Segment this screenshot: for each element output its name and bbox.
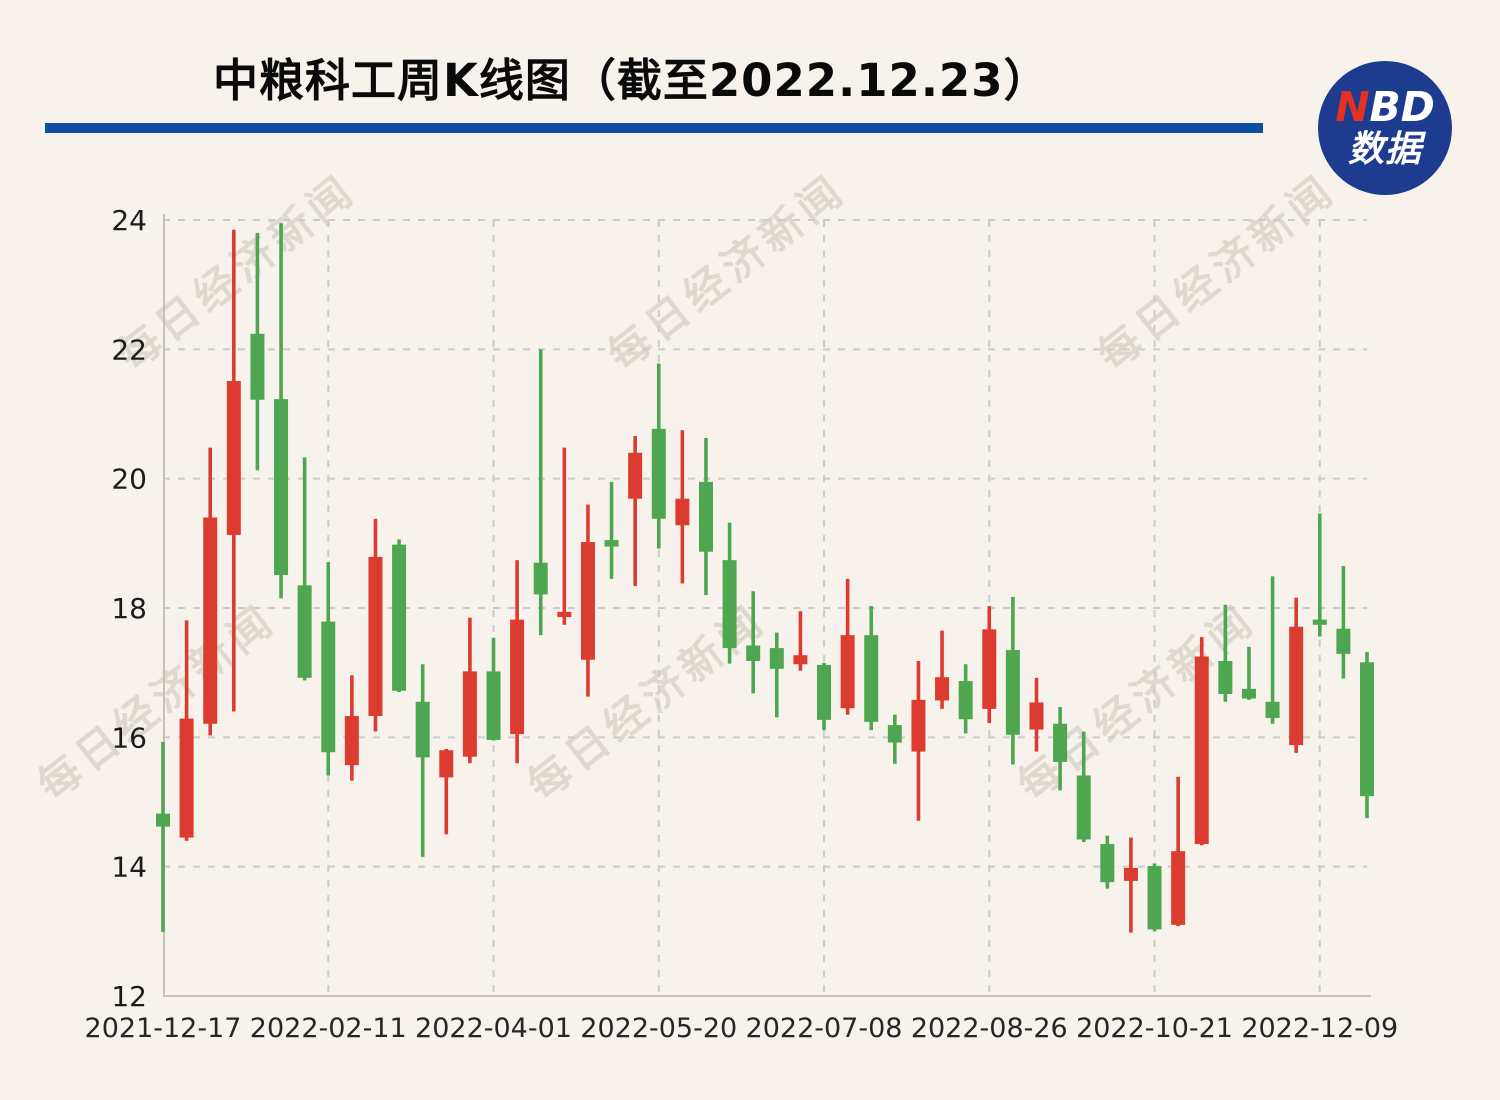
- candle-body: [1312, 619, 1327, 625]
- candle-body: [1289, 626, 1304, 746]
- candle-body: [297, 585, 312, 678]
- candle-body: [746, 645, 761, 662]
- candle-body: [439, 750, 454, 778]
- candle-wick: [1223, 604, 1228, 702]
- x-axis-label: 2022-02-11: [250, 1013, 407, 1044]
- candle-body: [651, 428, 666, 519]
- candle-wick: [1129, 837, 1133, 933]
- candle-body: [1053, 723, 1068, 762]
- y-axis-label: 18: [111, 592, 147, 625]
- candle-wick: [609, 481, 614, 579]
- candle-body: [1194, 656, 1209, 845]
- candle-body: [935, 677, 950, 701]
- candle-body: [982, 629, 997, 709]
- candle-body: [1123, 867, 1138, 881]
- nbd-logo-subtext: 数据: [1347, 128, 1422, 170]
- candle-body: [392, 544, 407, 691]
- candle-body: [769, 648, 784, 669]
- chart-title: 中粮科工周K线图（截至2022.12.23）: [213, 54, 1050, 107]
- candle-body: [226, 381, 241, 535]
- nbd-bd-letters: BD: [1369, 82, 1435, 131]
- candle-body: [840, 635, 855, 709]
- candle-body: [1171, 851, 1186, 925]
- y-axis-label: 20: [111, 463, 147, 496]
- candle-wick: [633, 435, 637, 587]
- candle-wick: [444, 748, 449, 835]
- candle-body: [722, 560, 737, 649]
- nbd-logo: NBD 数据: [1318, 61, 1452, 195]
- candle-wick: [775, 632, 779, 718]
- candle-wick: [798, 611, 803, 671]
- candle-body: [1360, 662, 1374, 797]
- x-axis-label: 2022-07-08: [746, 1013, 903, 1044]
- candle-body: [817, 664, 832, 720]
- candle-body: [179, 718, 194, 838]
- candle-body: [958, 681, 973, 720]
- y-axis-label: 16: [111, 721, 147, 754]
- candle-body: [580, 542, 595, 660]
- candle-body: [415, 701, 430, 758]
- candle-body: [533, 562, 548, 595]
- candle-wick: [751, 591, 755, 694]
- candle-body: [1241, 688, 1256, 699]
- candle-wick: [1317, 513, 1322, 637]
- candle-body: [462, 671, 477, 757]
- candle-body: [1005, 650, 1020, 735]
- candle-body: [510, 619, 525, 735]
- title-underline: [45, 123, 1263, 133]
- candle-body: [793, 655, 808, 665]
- candle-body: [675, 498, 690, 526]
- candle-body: [203, 517, 218, 724]
- candle-body: [1029, 702, 1044, 730]
- candle-body: [1218, 661, 1233, 695]
- candle-wick: [302, 457, 307, 681]
- candle-body: [321, 621, 336, 753]
- candle-body: [1076, 775, 1091, 840]
- candle-body: [344, 715, 359, 766]
- candle-wick: [1270, 576, 1275, 724]
- candle-body: [368, 556, 383, 716]
- x-axis-label: 2022-10-21: [1076, 1013, 1233, 1044]
- candle-wick: [562, 447, 567, 625]
- candle-body: [1336, 628, 1351, 654]
- candle-body: [887, 725, 902, 743]
- x-axis-label: 2022-05-20: [580, 1013, 737, 1044]
- candle-body: [1265, 701, 1280, 718]
- candle-wick: [420, 664, 425, 857]
- candle-body: [604, 540, 619, 547]
- y-axis-label: 12: [111, 980, 147, 1013]
- candle-body: [911, 699, 926, 752]
- candle-body: [1147, 866, 1162, 930]
- candle-body: [274, 399, 289, 576]
- nbd-n-letter: N: [1335, 82, 1370, 131]
- candle-body: [864, 635, 879, 722]
- x-axis-label: 2022-12-09: [1241, 1013, 1398, 1044]
- nbd-logo-text: NBD: [1335, 82, 1435, 131]
- y-axis-label: 22: [111, 333, 147, 366]
- candle-wick: [1247, 646, 1251, 700]
- candle-wick: [538, 349, 543, 636]
- candle-body: [156, 813, 170, 827]
- candle-wick: [161, 741, 165, 932]
- x-axis-label: 2022-04-01: [415, 1013, 572, 1044]
- candle-body: [250, 333, 265, 400]
- y-axis-label: 24: [111, 204, 147, 237]
- candle-body: [557, 611, 572, 618]
- candle-body: [486, 671, 501, 740]
- y-axis-label: 14: [111, 851, 147, 884]
- x-axis-label: 2021-12-17: [85, 1013, 242, 1044]
- candle-body: [698, 481, 713, 552]
- candle-wick: [1341, 565, 1346, 679]
- candle-body: [1100, 844, 1115, 883]
- candle-body: [628, 452, 643, 499]
- candle-wick: [940, 630, 944, 709]
- x-axis-label: 2022-08-26: [911, 1013, 1068, 1044]
